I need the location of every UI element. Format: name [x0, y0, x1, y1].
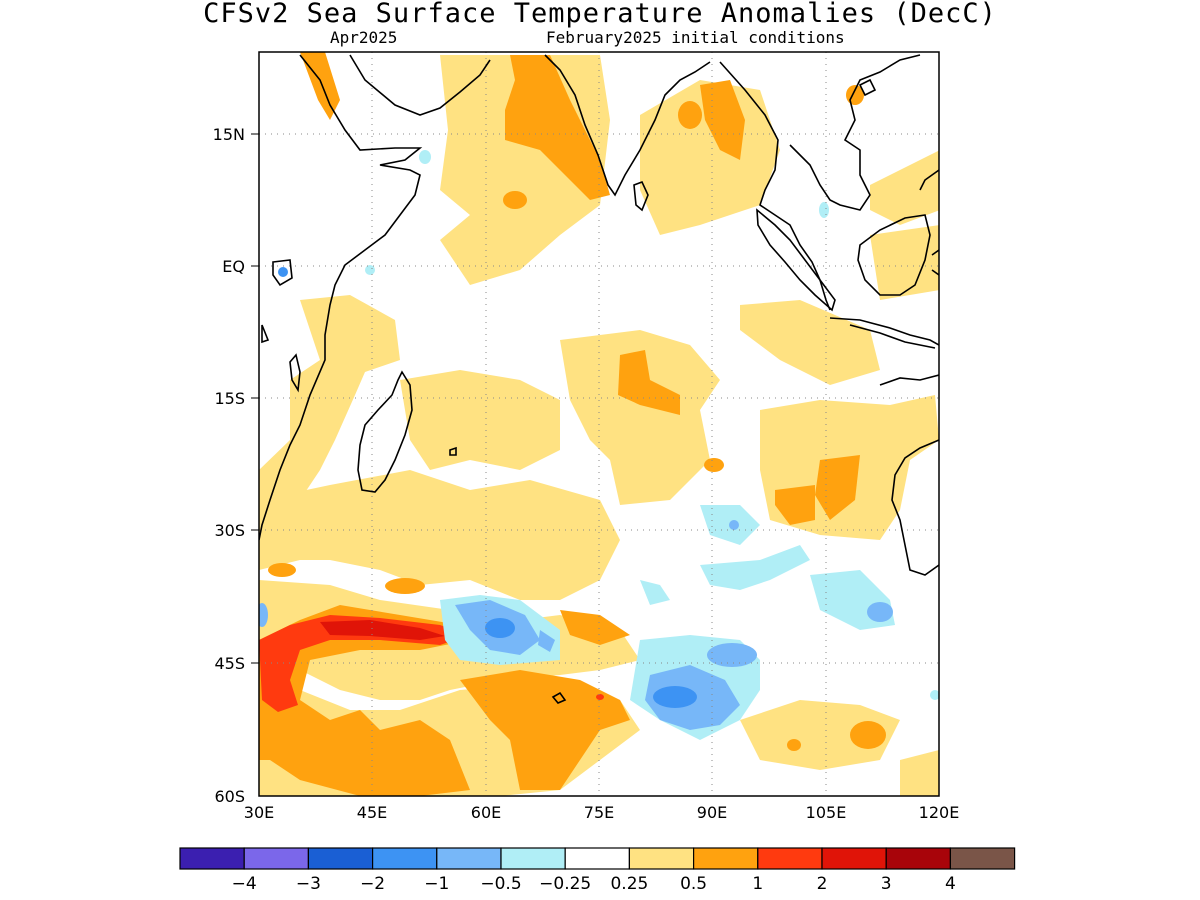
- lon-label-60e: 60E: [471, 803, 501, 822]
- colorbar-label: −0.5: [480, 874, 521, 894]
- colorbar-label: −1: [424, 874, 449, 894]
- colorbar-swatch: [244, 848, 308, 869]
- colorbar-swatch: [437, 848, 501, 869]
- colorbar-label: 3: [881, 874, 892, 894]
- colorbar-swatch: [758, 848, 822, 869]
- lon-label-30e: 30E: [244, 803, 274, 822]
- colorbar-swatches: [180, 848, 1015, 869]
- lon-label-90e: 90E: [697, 803, 727, 822]
- lat-label-45s: 45S: [214, 654, 245, 673]
- colorbar-label: −2: [360, 874, 385, 894]
- lat-label-15s: 15S: [214, 389, 245, 408]
- lat-label-15n: 15N: [213, 125, 245, 144]
- lat-labels: 15N EQ 15S 30S 45S 60S: [213, 125, 245, 806]
- colorbar-swatch: [180, 848, 244, 869]
- lon-labels: 30E 45E 60E 75E 90E 105E 120E: [244, 803, 960, 822]
- colorbar-labels: −4 −3 −2 −1 −0.5 −0.25 0.25 0.5 1 2 3 4: [232, 874, 956, 894]
- colorbar-label: 0.25: [610, 874, 648, 894]
- lat-ticks: [251, 134, 259, 663]
- lat-label-30s: 30S: [214, 521, 245, 540]
- colorbar-swatch: [501, 848, 565, 869]
- colorbar-swatch: [950, 848, 1014, 869]
- lon-label-105e: 105E: [806, 803, 847, 822]
- lon-label-75e: 75E: [584, 803, 614, 822]
- lon-label-45e: 45E: [357, 803, 387, 822]
- colorbar-swatch: [373, 848, 437, 869]
- colorbar-label: 0.5: [680, 874, 707, 894]
- colorbar-swatch: [694, 848, 758, 869]
- colorbar-swatch: [629, 848, 693, 869]
- colorbar-label: −4: [232, 874, 257, 894]
- lat-label-eq: EQ: [222, 257, 245, 276]
- colorbar-label: −0.25: [539, 874, 591, 894]
- colorbar-swatch: [886, 848, 950, 869]
- sst-anomaly-map: 15N EQ 15S 30S 45S 60S 30E 45E 60E 75E 9…: [0, 0, 1200, 900]
- colorbar-swatch: [565, 848, 629, 869]
- lat-label-60s: 60S: [214, 787, 245, 806]
- colorbar-label: 2: [817, 874, 828, 894]
- colorbar-swatch: [308, 848, 372, 869]
- colorbar-label: −3: [296, 874, 321, 894]
- anomaly-fields: [256, 52, 940, 796]
- colorbar-label: 4: [945, 874, 956, 894]
- colorbar-label: 1: [752, 874, 763, 894]
- colorbar: −4 −3 −2 −1 −0.5 −0.25 0.25 0.5 1 2 3 4: [180, 848, 1015, 894]
- lon-label-120e: 120E: [919, 803, 960, 822]
- colorbar-swatch: [822, 848, 886, 869]
